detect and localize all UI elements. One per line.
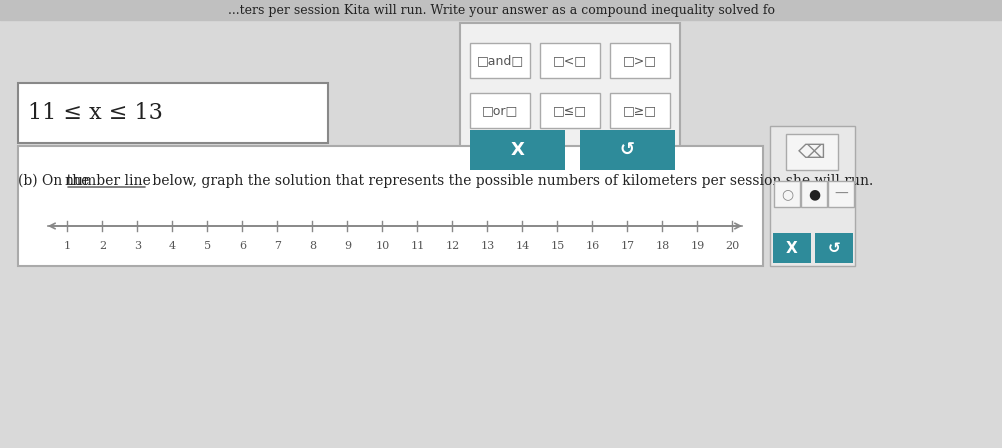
Text: 20: 20	[725, 241, 739, 251]
Text: 6: 6	[238, 241, 246, 251]
Text: 15: 15	[550, 241, 564, 251]
Text: 19: 19	[690, 241, 704, 251]
Text: 1: 1	[64, 241, 71, 251]
FancyBboxPatch shape	[828, 181, 854, 207]
Text: ●: ●	[808, 187, 820, 201]
Text: □and□: □and□	[476, 54, 524, 67]
Text: ↺: ↺	[620, 141, 635, 159]
Text: X: X	[511, 141, 524, 159]
Text: 11: 11	[411, 241, 425, 251]
FancyBboxPatch shape	[815, 233, 853, 263]
Text: number line: number line	[65, 174, 150, 188]
Text: —: —	[834, 187, 848, 201]
FancyBboxPatch shape	[540, 43, 600, 78]
FancyBboxPatch shape	[18, 83, 328, 143]
FancyBboxPatch shape	[580, 130, 675, 170]
Text: 16: 16	[585, 241, 599, 251]
FancyBboxPatch shape	[610, 93, 670, 128]
Bar	[0, 0, 1002, 20]
Text: ↺: ↺	[828, 241, 841, 255]
FancyBboxPatch shape	[774, 181, 800, 207]
Text: 18: 18	[655, 241, 669, 251]
Text: 8: 8	[309, 241, 316, 251]
Text: 3: 3	[134, 241, 141, 251]
FancyBboxPatch shape	[610, 43, 670, 78]
FancyBboxPatch shape	[801, 181, 827, 207]
Text: □<□: □<□	[553, 54, 587, 67]
Text: 17: 17	[620, 241, 634, 251]
Text: 12: 12	[445, 241, 460, 251]
Text: 2: 2	[99, 241, 106, 251]
Text: 10: 10	[376, 241, 390, 251]
FancyBboxPatch shape	[540, 93, 600, 128]
Text: □≥□: □≥□	[623, 104, 657, 117]
FancyBboxPatch shape	[460, 23, 680, 178]
Text: 4: 4	[169, 241, 176, 251]
Text: below, graph the solution that represents the possible numbers of kilometers per: below, graph the solution that represent…	[148, 174, 874, 188]
FancyBboxPatch shape	[770, 126, 855, 266]
Text: 11 ≤ x ≤ 13: 11 ≤ x ≤ 13	[28, 102, 163, 124]
FancyBboxPatch shape	[786, 134, 838, 170]
Text: 14: 14	[515, 241, 530, 251]
FancyBboxPatch shape	[470, 93, 530, 128]
Text: X: X	[787, 241, 798, 255]
Text: □or□: □or□	[482, 104, 518, 117]
FancyBboxPatch shape	[773, 233, 811, 263]
Text: ○: ○	[781, 187, 793, 201]
Text: (b) On the: (b) On the	[18, 174, 94, 188]
Text: ⌫: ⌫	[799, 142, 826, 161]
Text: 13: 13	[480, 241, 495, 251]
FancyBboxPatch shape	[470, 130, 565, 170]
FancyBboxPatch shape	[470, 43, 530, 78]
Text: ...ters per session Kita will run. Write your answer as a compound inequality so: ...ters per session Kita will run. Write…	[228, 4, 776, 17]
Text: 9: 9	[344, 241, 351, 251]
Text: 5: 5	[204, 241, 211, 251]
Text: 7: 7	[274, 241, 281, 251]
FancyBboxPatch shape	[18, 146, 763, 266]
Text: □≤□: □≤□	[553, 104, 587, 117]
Text: □>□: □>□	[623, 54, 657, 67]
